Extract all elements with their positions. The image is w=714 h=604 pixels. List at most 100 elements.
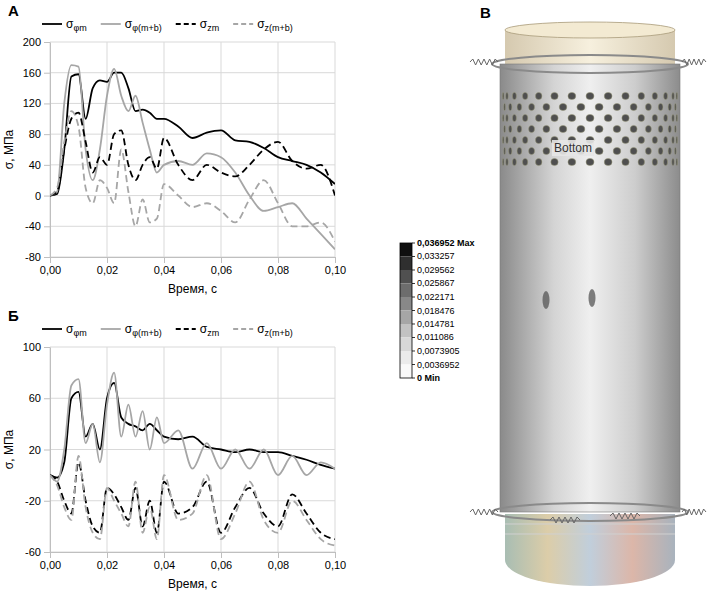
hole [586,92,594,99]
legend-swatch [101,328,121,330]
tick-label: 0,0073905 [417,346,460,356]
hole [672,158,674,165]
tick-mark [412,310,415,311]
legend-swatch [233,23,253,25]
tick-label: 200 [23,36,41,48]
tick: 0,08 [268,257,289,276]
legend-item: σφm [42,17,87,33]
legend-label: σφm [66,322,87,338]
tick: 0,10 [325,257,346,276]
hole [675,103,677,110]
legend: σφmσφ(m+b)σzmσz(m+b) [42,322,293,338]
tick-label: 0,029562 [417,265,455,275]
hole [652,136,657,143]
series-line [50,113,335,196]
panel-letter: Б [8,307,19,324]
hole [568,158,576,165]
hole [622,136,629,143]
tick-label: 60 [29,392,41,404]
tick: -20 [25,495,50,507]
hole [568,114,576,121]
grid-line [50,449,335,450]
hole [506,92,508,99]
tick-mark [335,257,336,263]
tick-mark [44,501,50,502]
tick: 0,04 [154,257,175,276]
hole [509,147,512,154]
hole [506,158,508,165]
hole [613,147,621,154]
hole [672,114,674,121]
hole [675,147,677,154]
legend-swatch [42,23,62,25]
axis-line [51,257,336,258]
tick: 0,08 [268,552,289,571]
tick-label: 0,033257 [417,251,455,261]
hole [551,158,558,165]
hole [502,136,504,143]
hole [645,125,651,132]
tick-mark [412,323,415,324]
tick-label: 80 [29,128,41,140]
grid-line [164,42,165,257]
hole [502,114,504,121]
grid [50,42,335,257]
y-axis: -60-202060100 [23,341,51,558]
tick-mark [412,283,415,284]
hole [504,147,506,154]
hole [638,114,644,121]
hole [529,125,535,132]
figure: А0,000,020,040,060,080,10-80-40040801201… [0,0,714,604]
hole [586,114,594,121]
tick-mark [107,552,108,558]
hole [506,136,508,143]
panel-letter: А [8,2,19,19]
tick-label: 0,10 [325,559,346,571]
tick-mark [412,297,415,298]
colorbar-band [400,256,412,269]
series-line [50,373,335,482]
hole [638,136,644,143]
hole [506,114,508,121]
subscript: φm [73,23,86,33]
tick-label: 0,014781 [417,319,455,329]
grid-line [50,134,335,135]
tick-label: 0,04 [154,264,175,276]
tick: 60 [29,392,50,404]
hole [622,92,629,99]
hole [509,103,512,110]
tick-label: 20 [29,444,41,456]
hole [559,103,567,110]
hole [551,92,558,99]
tick-mark [44,552,50,553]
stress-spot [543,291,550,309]
hole [535,92,541,99]
x-axis-title: Время, с [168,282,217,296]
series-line [50,65,335,249]
tick-mark [44,42,50,43]
legend-label: σzm [200,17,219,33]
hole [638,92,644,99]
tick: 20 [29,444,50,456]
hole [522,158,527,165]
spring [550,517,580,523]
legend-item: σz(m+b) [233,17,293,33]
colorbar-band [400,297,412,310]
hole [535,158,541,165]
axis-line [50,43,51,258]
tick: 0,02 [97,257,118,276]
tick: 0,06 [211,552,232,571]
tick-mark [412,256,415,257]
tick-label: 40 [29,159,41,171]
hole [658,147,663,154]
spring [470,509,498,515]
tick-mark [221,552,222,558]
hole [543,103,550,110]
tick-label: -20 [25,495,41,507]
hole [664,136,668,143]
colorbar-frame [400,243,412,378]
hole [512,114,516,121]
subscript: φm [73,328,86,338]
grid [50,347,335,552]
hole [664,114,668,121]
